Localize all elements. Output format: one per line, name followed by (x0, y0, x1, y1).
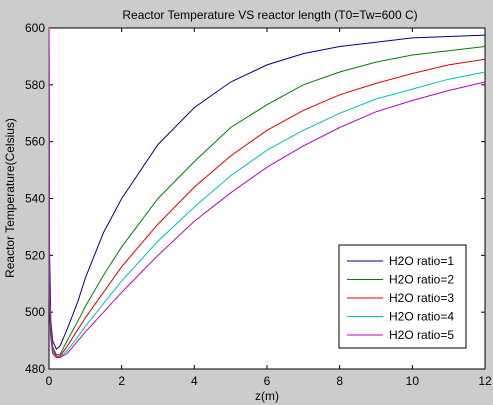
x-tick-label: 10 (406, 374, 420, 388)
legend-label: H2O ratio=5 (389, 328, 454, 342)
x-axis-label: z(m) (255, 389, 279, 403)
y-tick-label: 480 (25, 362, 45, 376)
legend-label: H2O ratio=1 (389, 254, 454, 268)
series-line (48, 27, 486, 350)
x-axis: 0 2 4 6 8 10 12 (46, 28, 492, 388)
y-tick-label: 600 (25, 21, 45, 35)
y-tick-label: 560 (25, 135, 45, 149)
legend-label: H2O ratio=3 (389, 291, 454, 305)
x-tick-label: 12 (478, 374, 492, 388)
legend-label: H2O ratio=2 (389, 273, 454, 287)
legend: H2O ratio=1 H2O ratio=2 H2O ratio=3 H2O rat… (338, 244, 467, 349)
y-axis: 480 500 520 540 560 580 600 (25, 21, 485, 376)
legend-box (338, 244, 467, 349)
series-line (48, 27, 486, 359)
x-tick-label: 8 (336, 374, 343, 388)
x-tick-label: 4 (191, 374, 198, 388)
y-tick-label: 540 (25, 192, 45, 206)
legend-label: H2O ratio=4 (389, 310, 454, 324)
y-tick-label: 520 (25, 248, 45, 262)
y-tick-label: 500 (25, 305, 45, 319)
series-line (48, 27, 486, 359)
x-tick-label: 0 (46, 374, 53, 388)
series-line (48, 27, 486, 356)
x-tick-label: 2 (118, 374, 125, 388)
series-lines (48, 27, 486, 359)
y-axis-label: Reactor Temperature(Celsius) (3, 118, 17, 278)
x-tick-label: 6 (264, 374, 271, 388)
chart-title: Reactor Temperature VS reactor length (T… (122, 8, 417, 22)
series-line (48, 27, 486, 357)
y-tick-label: 580 (25, 78, 45, 92)
